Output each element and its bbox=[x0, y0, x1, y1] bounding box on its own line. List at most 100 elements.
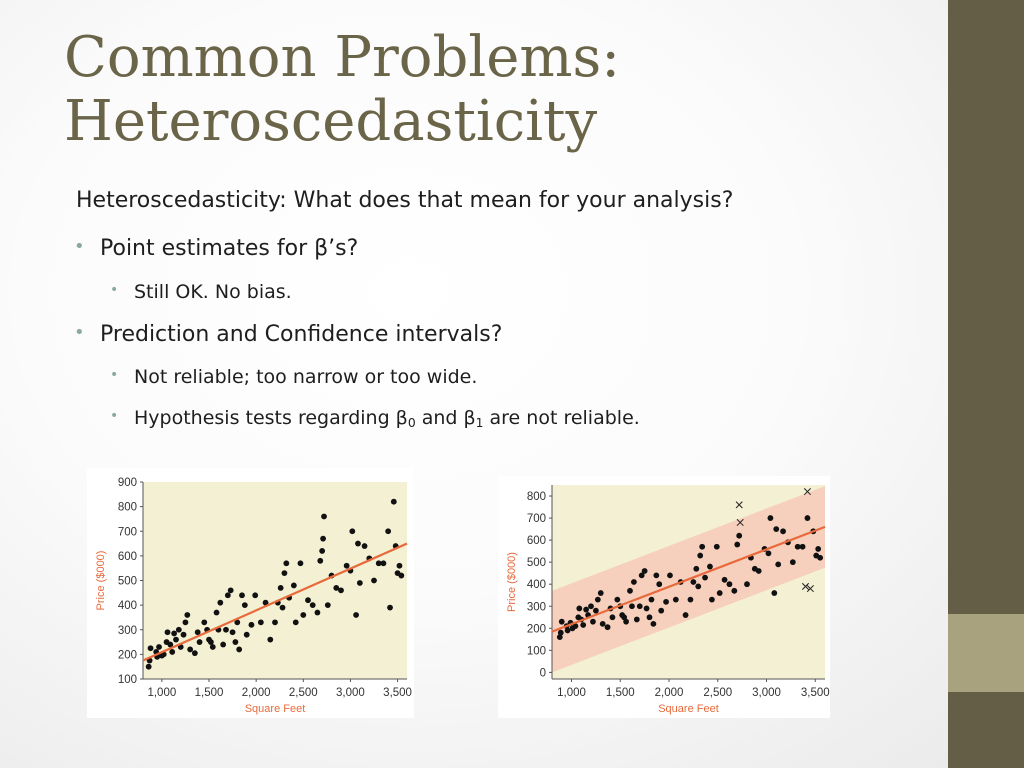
data-point bbox=[592, 607, 599, 614]
data-point bbox=[621, 614, 628, 621]
data-point bbox=[355, 540, 361, 547]
data-point bbox=[167, 641, 174, 648]
y-tick-label: 200 bbox=[118, 649, 137, 661]
data-point bbox=[281, 570, 288, 577]
data-point bbox=[227, 587, 234, 594]
data-point bbox=[279, 604, 286, 611]
data-point bbox=[207, 639, 214, 645]
data-point bbox=[194, 629, 201, 636]
data-point bbox=[209, 644, 216, 650]
data-point bbox=[220, 641, 227, 648]
data-point bbox=[693, 565, 700, 572]
data-point bbox=[252, 592, 259, 599]
accent-side-block bbox=[948, 614, 1024, 692]
data-point bbox=[262, 599, 269, 606]
y-tick-label: 400 bbox=[527, 579, 546, 591]
x-tick-label: 3,500 bbox=[383, 687, 412, 699]
data-point bbox=[663, 598, 669, 605]
bullet-text-b: and β bbox=[415, 407, 476, 429]
x-tick-label: 2,500 bbox=[289, 687, 318, 699]
data-point bbox=[169, 649, 176, 655]
bullet-dot-icon: • bbox=[110, 367, 119, 383]
y-axis-title: Price ($000) bbox=[506, 552, 518, 612]
data-point bbox=[300, 612, 307, 618]
bullet-text: Still OK. No bias. bbox=[134, 281, 292, 303]
data-point bbox=[338, 587, 344, 594]
data-point bbox=[277, 584, 284, 591]
data-point bbox=[580, 622, 587, 628]
data-point bbox=[744, 581, 750, 588]
y-tick-label: 300 bbox=[118, 625, 137, 637]
bullet-dot-icon: • bbox=[110, 408, 119, 424]
data-point bbox=[576, 605, 583, 612]
intro-text: Heteroscedasticity: What does that mean … bbox=[76, 188, 734, 213]
x-tick-label: 1,000 bbox=[557, 687, 586, 699]
data-point bbox=[201, 619, 208, 626]
x-tick-label: 3,500 bbox=[801, 687, 830, 699]
data-point bbox=[690, 579, 697, 585]
slide-title: Common Problems: Heteroscedasticity bbox=[64, 26, 924, 154]
data-point bbox=[187, 646, 194, 653]
bullet-dot-icon: • bbox=[74, 322, 85, 343]
data-point bbox=[672, 596, 679, 603]
data-point bbox=[658, 607, 665, 614]
y-tick-label: 800 bbox=[527, 491, 546, 503]
data-point bbox=[633, 616, 640, 623]
x-axis-title: Square Feet bbox=[658, 703, 719, 715]
data-point bbox=[775, 561, 782, 568]
outlier-stroke bbox=[735, 501, 743, 509]
data-point bbox=[224, 592, 231, 599]
data-point bbox=[305, 597, 311, 604]
data-point bbox=[309, 602, 316, 609]
data-point bbox=[558, 618, 565, 625]
data-point bbox=[667, 572, 673, 579]
outlier-point-x bbox=[801, 582, 810, 590]
data-point bbox=[361, 543, 368, 549]
data-point bbox=[817, 554, 824, 561]
data-point bbox=[353, 612, 359, 618]
data-point bbox=[213, 609, 220, 616]
data-point bbox=[239, 592, 245, 599]
data-point bbox=[272, 619, 278, 626]
data-point bbox=[147, 645, 154, 652]
data-point bbox=[164, 629, 171, 636]
x-tick-label: 3,000 bbox=[336, 687, 365, 699]
data-point bbox=[223, 626, 229, 633]
y-tick-label: 500 bbox=[527, 557, 546, 569]
data-point bbox=[182, 619, 189, 626]
plot-area bbox=[143, 482, 407, 679]
data-point bbox=[629, 603, 635, 610]
data-point bbox=[180, 631, 187, 638]
data-point bbox=[599, 620, 606, 627]
data-point bbox=[687, 596, 694, 603]
data-point bbox=[799, 543, 806, 550]
data-point bbox=[767, 515, 774, 521]
outlier-stroke bbox=[806, 585, 814, 593]
y-tick-label: 800 bbox=[118, 502, 137, 514]
data-point bbox=[707, 563, 713, 570]
data-point bbox=[656, 581, 663, 588]
data-point bbox=[780, 528, 786, 535]
data-point bbox=[631, 579, 637, 585]
data-point bbox=[385, 528, 392, 535]
data-point bbox=[609, 614, 616, 621]
bullet-text: Not reliable; too narrow or too wide. bbox=[134, 366, 478, 388]
y-tick-label: 400 bbox=[118, 600, 137, 612]
data-point bbox=[771, 590, 778, 596]
data-point bbox=[324, 602, 331, 609]
data-point bbox=[572, 623, 579, 629]
data-point bbox=[794, 543, 801, 550]
data-point bbox=[349, 528, 356, 535]
data-point bbox=[702, 574, 708, 581]
regression-line bbox=[142, 542, 408, 662]
data-point bbox=[292, 619, 299, 626]
data-point bbox=[682, 612, 689, 618]
data-point bbox=[380, 560, 387, 567]
data-point bbox=[371, 577, 377, 584]
data-point bbox=[583, 606, 590, 613]
bullet-text: Prediction and Confidence intervals? bbox=[100, 322, 503, 347]
outlier-point-x bbox=[735, 501, 743, 509]
y-tick-label: 500 bbox=[118, 576, 137, 588]
outlier-point-x bbox=[736, 518, 744, 527]
data-point bbox=[614, 596, 621, 603]
